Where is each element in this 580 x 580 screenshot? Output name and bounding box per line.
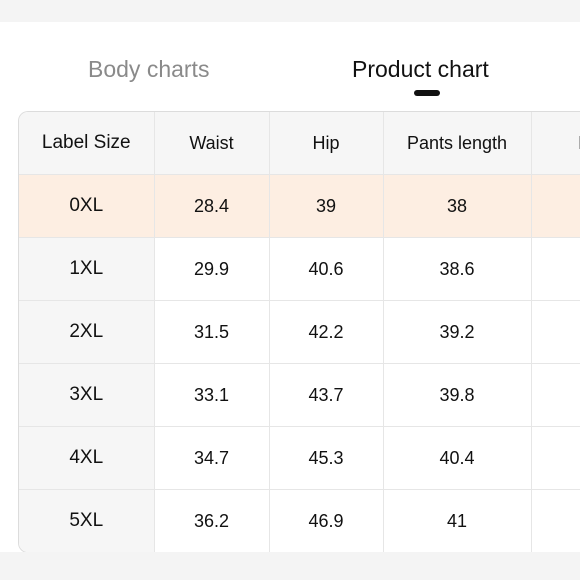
waist-cell: 33.1	[154, 363, 270, 427]
table-row: 4XL 34.7 45.3 40.4 2	[19, 426, 580, 490]
pants-length-cell: 40.4	[383, 426, 532, 490]
header-pants-length: Pants length	[383, 112, 532, 175]
waist-cell: 28.4	[154, 174, 270, 238]
hip-cell: 43.7	[269, 363, 384, 427]
size-chart-table-container[interactable]: Label Size Waist Hip Pants length Ins 0X…	[18, 111, 580, 553]
inseam-cell: 2	[531, 237, 580, 301]
pants-length-cell: 39.2	[383, 300, 532, 364]
pants-length-cell: 41	[383, 489, 532, 552]
header-hip: Hip	[269, 112, 384, 175]
table-row: 2XL 31.5 42.2 39.2 2	[19, 300, 580, 364]
table-row: 0XL 28.4 39 38 2	[19, 174, 580, 238]
inseam-cell: 2	[531, 300, 580, 364]
inseam-cell: 2	[531, 489, 580, 552]
header-inseam: Ins	[531, 112, 580, 175]
waist-cell: 29.9	[154, 237, 270, 301]
tab-product-chart[interactable]: Product chart	[352, 56, 489, 82]
top-panel-edge	[0, 22, 580, 37]
pants-length-cell: 38	[383, 174, 532, 238]
inseam-cell: 2	[531, 426, 580, 490]
pants-length-cell: 38.6	[383, 237, 532, 301]
header-label-size: Label Size	[19, 112, 155, 175]
size-cell: 1XL	[19, 237, 155, 301]
table-header-row: Label Size Waist Hip Pants length Ins	[19, 112, 580, 175]
size-chart-table: Label Size Waist Hip Pants length Ins 0X…	[19, 112, 580, 552]
waist-cell: 34.7	[154, 426, 270, 490]
inseam-cell: 2	[531, 174, 580, 238]
table-row: 1XL 29.9 40.6 38.6 2	[19, 237, 580, 301]
active-tab-indicator	[414, 90, 440, 96]
bottom-background	[0, 552, 580, 580]
waist-cell: 36.2	[154, 489, 270, 552]
chart-tabs: Body charts Product chart	[0, 38, 580, 108]
table-row: 5XL 36.2 46.9 41 2	[19, 489, 580, 552]
tab-body-charts[interactable]: Body charts	[88, 56, 210, 82]
hip-cell: 39	[269, 174, 384, 238]
hip-cell: 40.6	[269, 237, 384, 301]
pants-length-cell: 39.8	[383, 363, 532, 427]
hip-cell: 42.2	[269, 300, 384, 364]
size-cell: 4XL	[19, 426, 155, 490]
size-cell: 2XL	[19, 300, 155, 364]
size-cell: 3XL	[19, 363, 155, 427]
waist-cell: 31.5	[154, 300, 270, 364]
size-cell: 5XL	[19, 489, 155, 552]
inseam-cell: 2	[531, 363, 580, 427]
size-cell: 0XL	[19, 174, 155, 238]
table-row: 3XL 33.1 43.7 39.8 2	[19, 363, 580, 427]
hip-cell: 45.3	[269, 426, 384, 490]
top-background	[0, 0, 580, 37]
header-waist: Waist	[154, 112, 270, 175]
hip-cell: 46.9	[269, 489, 384, 552]
